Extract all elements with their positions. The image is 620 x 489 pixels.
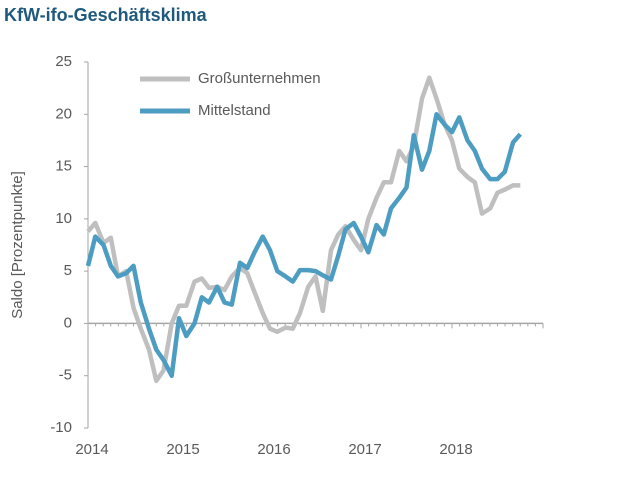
series-line [86, 75, 521, 384]
y-tick-label: 25 [55, 53, 72, 70]
y-tick-label: -5 [59, 367, 72, 384]
y-tick-label: 20 [55, 105, 72, 122]
series-line [85, 112, 522, 378]
legend-label: Mittelstand [198, 102, 271, 119]
y-tick-label: 15 [55, 158, 72, 175]
x-tick-label: 2015 [166, 441, 199, 458]
y-axis-label: Saldo [Prozentpunkte] [9, 171, 26, 319]
x-tick-label: 2014 [75, 441, 108, 458]
x-tick-label: 2017 [348, 441, 381, 458]
y-tick-label: 5 [64, 262, 72, 279]
y-tick-label: 0 [64, 314, 72, 331]
x-tick-label: 2016 [257, 441, 290, 458]
chart-title: KfW-ifo-Geschäftsklima [4, 5, 208, 25]
x-tick-label: 2018 [439, 441, 472, 458]
y-tick-label: 10 [55, 210, 72, 227]
y-tick-label: -10 [50, 419, 72, 436]
legend-label: Großunternehmen [198, 70, 321, 87]
